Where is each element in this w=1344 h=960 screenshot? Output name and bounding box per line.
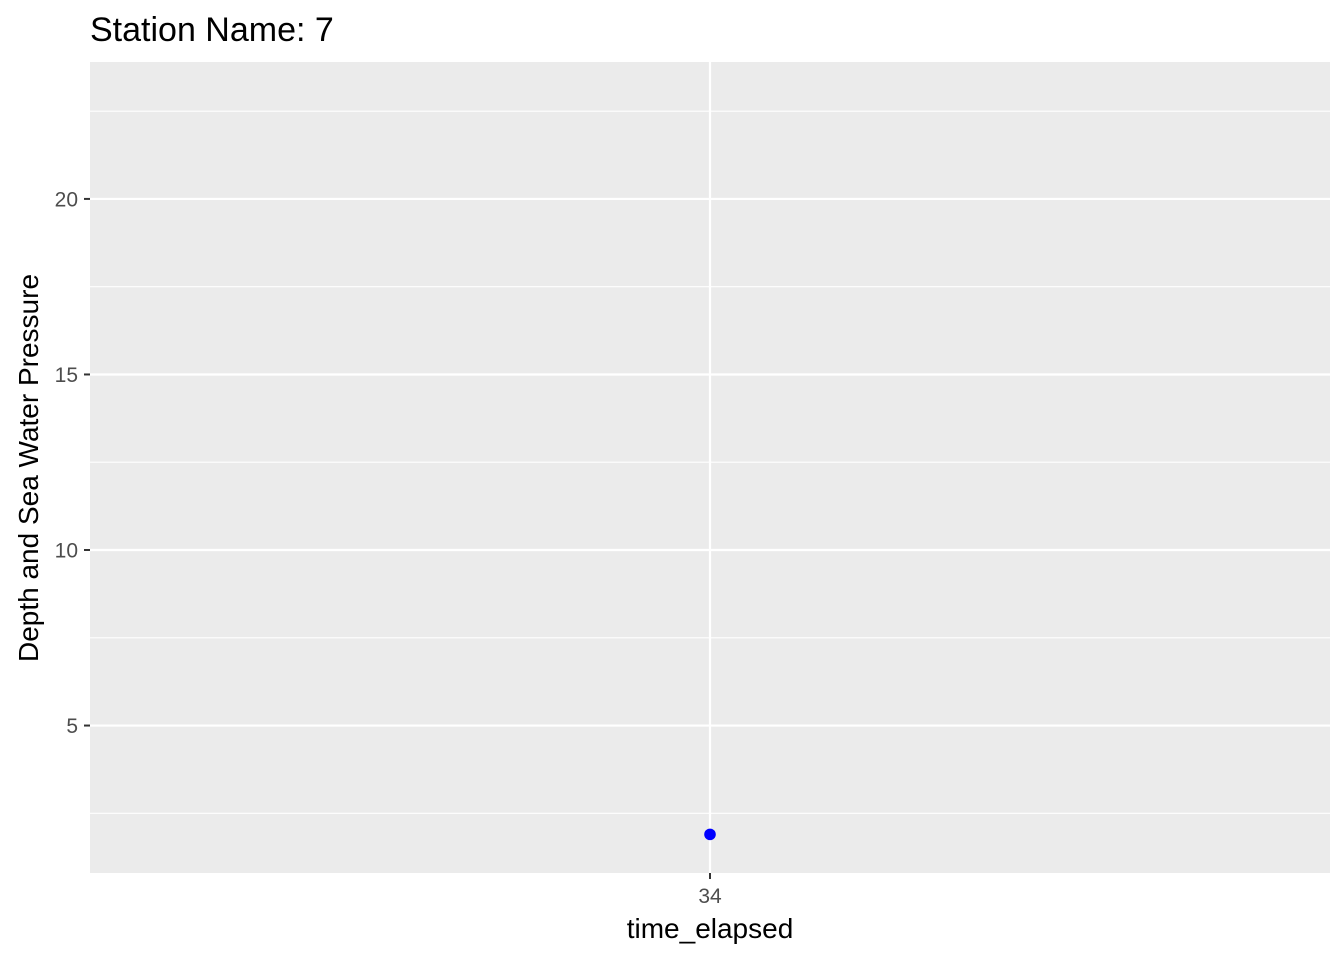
x-axis: 34 <box>698 873 722 908</box>
y-tick-label: 10 <box>55 540 78 563</box>
y-axis: 5 10 15 20 <box>55 188 90 738</box>
x-axis-title: time_elapsed <box>627 913 794 944</box>
data-point <box>704 828 716 841</box>
y-tick-label: 15 <box>55 364 78 387</box>
grid-major-lines <box>90 62 1330 873</box>
data-points <box>704 828 716 841</box>
y-axis-title: Depth and Sea Water Pressure <box>13 274 44 662</box>
chart-title: Station Name: 7 <box>90 11 334 49</box>
y-tick-label: 20 <box>55 188 78 211</box>
y-tick-label: 5 <box>66 715 78 738</box>
x-tick-label: 34 <box>698 885 722 908</box>
